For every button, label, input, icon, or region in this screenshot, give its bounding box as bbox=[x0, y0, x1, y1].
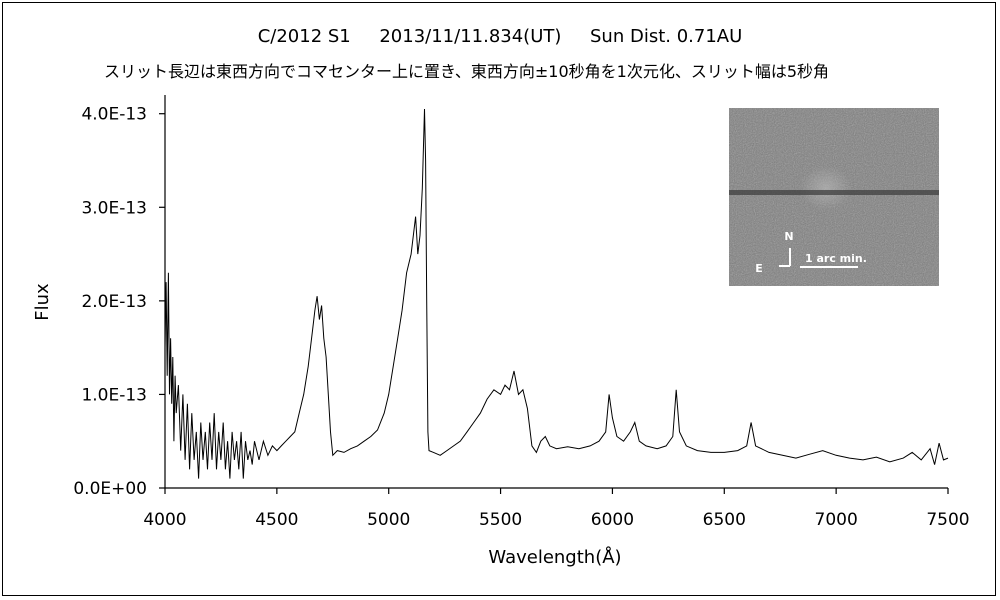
x-tick-label: 4000 bbox=[143, 510, 186, 530]
north-label: N bbox=[784, 230, 793, 243]
y-tick-label: 3.0E-13 bbox=[81, 198, 147, 218]
x-tick-label: 6500 bbox=[703, 510, 746, 530]
scale-label: 1 arc min. bbox=[805, 252, 867, 265]
x-ticks: 4000 4500 5000 5500 6000 6500 7000 7500 bbox=[143, 488, 970, 530]
y-tick-label: 2.0E-13 bbox=[81, 292, 147, 312]
y-axis-label: Flux bbox=[32, 283, 53, 321]
y-tick-label: 4.0E-13 bbox=[81, 105, 147, 125]
x-tick-label: 5500 bbox=[479, 510, 522, 530]
y-tick-label: 1.0E-13 bbox=[81, 385, 147, 405]
spectrum-line bbox=[164, 108, 949, 479]
y-tick-label: 0.0E+00 bbox=[73, 479, 147, 499]
x-tick-label: 7000 bbox=[815, 510, 858, 530]
inset-image: N E 1 arc min. bbox=[729, 108, 939, 286]
x-tick-label: 5000 bbox=[367, 510, 410, 530]
east-label: E bbox=[755, 262, 763, 275]
chart-title: C/2012 S1 2013/11/11.834(UT) Sun Dist. 0… bbox=[257, 26, 743, 47]
chart-subtitle: スリット長辺は東西方向でコマセンター上に置き、東西方向±10秒角を1次元化、スリ… bbox=[104, 62, 830, 81]
x-axis-label: Wavelength(Å) bbox=[488, 546, 621, 568]
x-tick-label: 7500 bbox=[926, 510, 969, 530]
slit-trace bbox=[729, 190, 939, 195]
axes bbox=[164, 95, 948, 489]
y-ticks: 0.0E+00 1.0E-13 2.0E-13 3.0E-13 4.0E-13 bbox=[73, 105, 165, 499]
x-tick-label: 6000 bbox=[591, 510, 634, 530]
x-tick-label: 4500 bbox=[255, 510, 298, 530]
